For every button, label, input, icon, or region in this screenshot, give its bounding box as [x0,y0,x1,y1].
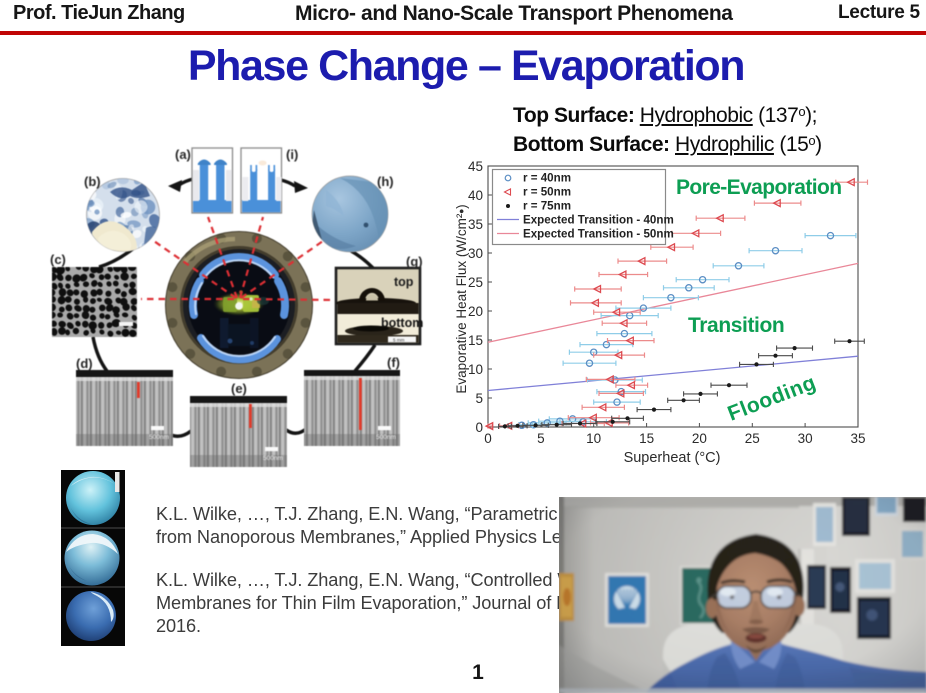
svg-text:r = 50nm: r = 50nm [523,186,571,199]
svg-text:5: 5 [537,431,545,446]
svg-text:Evaporative Heat Flux (W/cm²•): Evaporative Heat Flux (W/cm²•) [455,204,469,393]
svg-text:10: 10 [468,362,483,377]
svg-text:(c): (c) [50,252,66,267]
svg-text:25: 25 [745,431,760,446]
svg-text:(f): (f) [387,355,400,370]
svg-text:r = 75nm: r = 75nm [523,200,571,213]
svg-text:35: 35 [850,431,865,446]
svg-text:(d): (d) [76,356,93,371]
svg-text:30: 30 [468,246,483,261]
svg-text:(i): (i) [286,147,298,162]
svg-text:Transition: Transition [688,314,784,337]
svg-text:(h): (h) [377,174,394,189]
svg-text:(g): (g) [406,254,423,269]
svg-text:500nm: 500nm [149,434,169,441]
svg-text:500nm: 500nm [376,434,396,441]
svg-text:40: 40 [468,188,483,203]
svg-text:500nm: 500nm [263,455,283,462]
svg-text:(a): (a) [175,147,191,162]
svg-text:35: 35 [468,217,483,232]
svg-text:20: 20 [468,304,483,319]
svg-text:25: 25 [468,275,483,290]
svg-text:5 mm: 5 mm [393,338,405,343]
svg-text:10: 10 [586,431,601,446]
svg-text:20: 20 [692,431,707,446]
svg-text:Expected Transition - 50nm: Expected Transition - 50nm [523,228,674,241]
svg-text:15: 15 [639,431,654,446]
svg-text:0: 0 [475,420,483,435]
svg-text:top: top [394,275,414,289]
svg-text:(e): (e) [231,381,247,396]
svg-text:Expected Transition - 40nm: Expected Transition - 40nm [523,214,674,227]
svg-text:45: 45 [468,159,483,174]
svg-text:r = 40nm: r = 40nm [523,172,571,185]
svg-text:30: 30 [798,431,813,446]
svg-text:Pore-Evaporation: Pore-Evaporation [676,176,841,199]
svg-text:0: 0 [484,431,492,446]
svg-text:(b): (b) [84,174,101,189]
svg-text:5: 5 [475,391,483,406]
svg-text:15: 15 [468,333,483,348]
svg-text:bottom: bottom [381,316,423,330]
svg-text:Superheat (°C): Superheat (°C) [624,450,721,466]
